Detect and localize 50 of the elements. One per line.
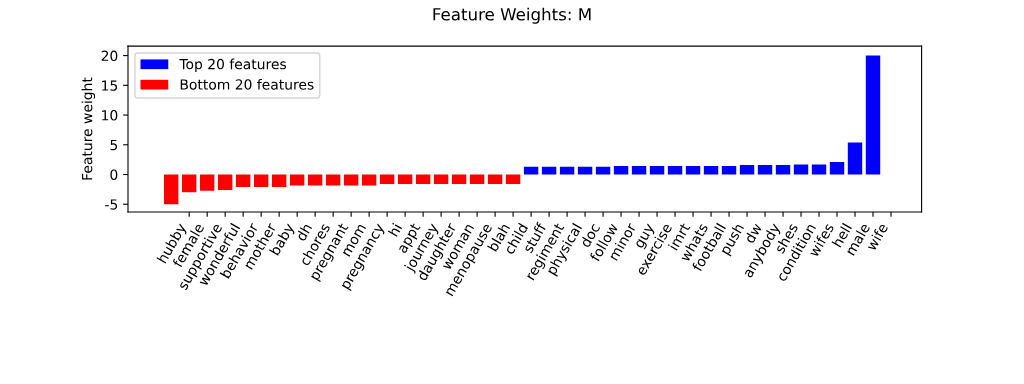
bar: [847, 142, 863, 175]
y-tick-label: 15: [102, 80, 118, 91]
bar: [775, 165, 791, 175]
bar: [271, 174, 287, 187]
bar: [541, 166, 557, 175]
y-tick-label: -5: [105, 199, 118, 210]
bar: [415, 174, 431, 185]
bar: [757, 165, 773, 175]
y-tick-label: 20: [101, 50, 118, 62]
bar: [703, 165, 719, 175]
bar: [235, 174, 251, 187]
bar: [595, 166, 611, 175]
legend-label: Bottom 20 features: [180, 78, 314, 90]
bar: [685, 165, 701, 175]
bar: [325, 174, 341, 186]
bar: [667, 165, 683, 175]
bar: [379, 174, 395, 185]
bar: [253, 174, 269, 187]
chart-title: Feature Weights: M: [433, 7, 591, 24]
bar: [487, 174, 503, 185]
bar: [343, 174, 359, 186]
bar: [289, 174, 305, 186]
bar: [811, 164, 827, 175]
bar: [163, 174, 179, 205]
y-tick-label: 10: [102, 110, 118, 121]
bar: [721, 165, 737, 175]
bar: [793, 164, 809, 175]
bar: [361, 174, 377, 186]
bar: [613, 165, 629, 175]
bar: [865, 55, 881, 175]
bar: [217, 174, 233, 190]
bar: [307, 174, 323, 186]
legend-label: Top 20 features: [179, 58, 287, 73]
bar: [433, 174, 449, 185]
y-tick-label: 5: [110, 139, 118, 151]
bar: [631, 165, 647, 175]
bar: [577, 166, 593, 175]
y-tick-label: 0: [110, 169, 118, 180]
bar: [505, 174, 521, 185]
bar: [523, 166, 539, 175]
y-axis-title: Feature weight: [81, 77, 96, 180]
bar: [397, 174, 413, 185]
bar: [199, 174, 215, 191]
bar: [649, 165, 665, 175]
bar: [829, 162, 845, 175]
bar: [559, 166, 575, 175]
bar: [181, 174, 197, 193]
bar: [469, 174, 485, 185]
bar: [451, 174, 467, 185]
bar: [739, 165, 755, 175]
